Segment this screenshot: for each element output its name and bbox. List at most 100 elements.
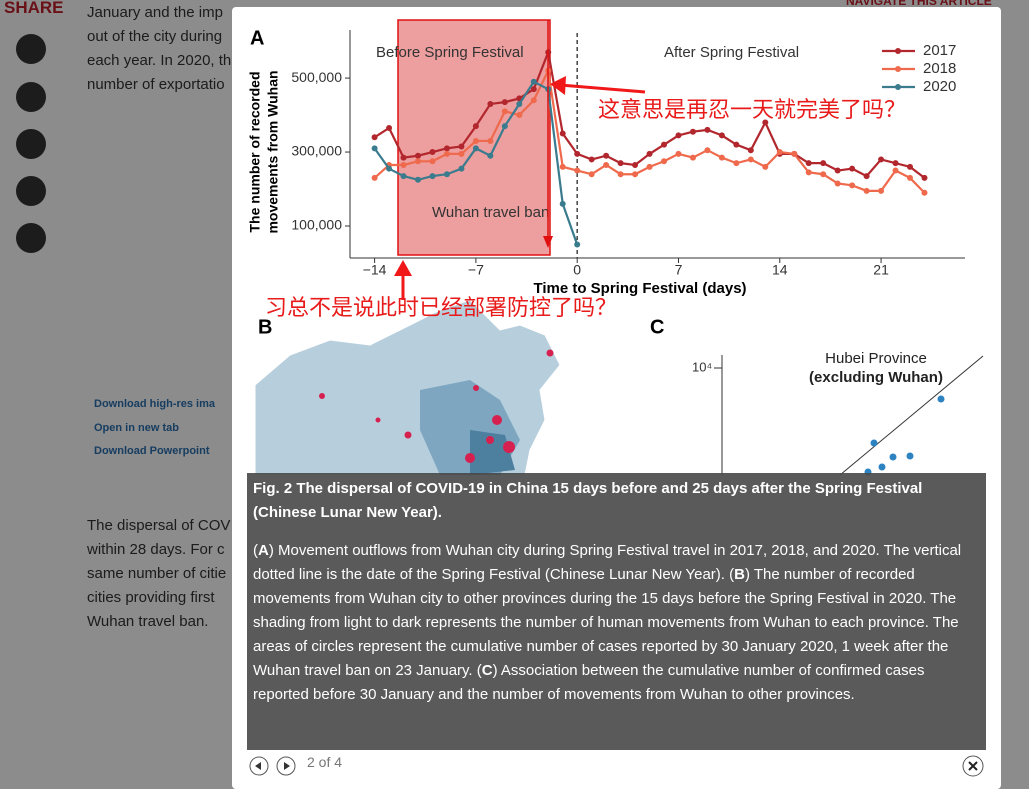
series-point <box>501 99 508 106</box>
link[interactable]: Download Powerpoint <box>94 445 210 457</box>
caption-text: ) Association between the cumulative num… <box>253 662 925 703</box>
series-point <box>530 78 537 85</box>
twitter-icon[interactable] <box>16 82 46 112</box>
travel-ban-shade <box>397 19 551 256</box>
series-point <box>776 149 783 156</box>
series-point <box>805 169 812 176</box>
series-point <box>878 187 885 194</box>
series-point <box>704 147 711 154</box>
text-line: Wuhan travel ban. <box>87 613 209 630</box>
reddit-icon[interactable] <box>16 176 46 206</box>
legend-label: 2020 <box>923 78 956 95</box>
series-point <box>661 141 668 148</box>
y-tick-label: 100,000 <box>291 217 342 233</box>
caption-title: Fig. 2 The dispersal of COVID-19 in Chin… <box>253 480 923 521</box>
y-tick-label: 500,000 <box>291 69 342 85</box>
y-axis-title-line: movements from Wuhan <box>265 70 281 233</box>
facebook-icon[interactable] <box>16 34 46 64</box>
series-point <box>472 145 479 152</box>
legend-marker <box>895 84 901 90</box>
series-point <box>921 174 928 181</box>
series-point <box>472 123 479 130</box>
legend-label: 2017 <box>923 42 956 59</box>
series-point <box>443 145 450 152</box>
annotation: 这意思是再忍一天就完美了吗？ <box>598 97 906 122</box>
series-point <box>675 150 682 157</box>
caption-text: C <box>481 662 493 679</box>
series-point <box>863 173 870 180</box>
region-label: Before Spring Festival <box>376 44 524 61</box>
series-point <box>718 154 725 161</box>
share-icons <box>16 34 46 253</box>
series-point <box>574 241 581 248</box>
series-point <box>892 160 899 167</box>
map-region <box>470 430 515 475</box>
email-icon[interactable] <box>16 223 46 253</box>
figure-links: Download high-res ima Open in new tab Do… <box>94 398 215 469</box>
series-point <box>834 167 841 174</box>
series-point <box>487 100 494 107</box>
text-line: The dispersal of COV <box>87 517 231 534</box>
series-point <box>371 145 378 152</box>
series-point <box>617 171 624 178</box>
series-point <box>646 163 653 170</box>
panel-label: A <box>250 27 264 49</box>
x-tick-label: −14 <box>363 262 387 278</box>
series-point <box>820 171 827 178</box>
prev-arrow <box>255 762 261 770</box>
x-tick-label: 21 <box>873 262 889 278</box>
arrowhead <box>550 76 566 95</box>
series-point <box>574 150 581 157</box>
series-point <box>458 150 465 157</box>
navigate-heading: NAVIGATE THIS ARTICLE <box>846 0 992 8</box>
text-line: cities providing first <box>87 589 215 606</box>
series-point <box>675 132 682 139</box>
series-point <box>559 130 566 137</box>
series-point <box>646 150 653 157</box>
series-point <box>472 137 479 144</box>
slide-counter: 2 of 4 <box>307 754 343 770</box>
series-point <box>907 174 914 181</box>
series-point <box>747 156 754 163</box>
series-point <box>747 147 754 154</box>
link[interactable]: Open in new tab <box>94 421 179 434</box>
legend-marker <box>895 66 901 72</box>
series-point <box>704 126 711 133</box>
caption-text: ) Movement outflows from Wuhan city duri… <box>253 542 962 583</box>
series-point <box>415 176 422 183</box>
series-point <box>386 125 393 132</box>
series-point <box>921 189 928 196</box>
series-point <box>415 158 422 165</box>
c-fit-line <box>839 355 984 476</box>
series-point <box>371 174 378 181</box>
text-line: each year. In 2020, th <box>87 52 232 69</box>
series-point <box>386 165 393 172</box>
series-point <box>487 152 494 159</box>
series-point <box>632 161 639 168</box>
series-point <box>501 108 508 115</box>
caption-text: A <box>258 542 269 559</box>
c-title: Hubei Province <box>825 350 927 367</box>
series-point <box>733 160 740 167</box>
c-tick-label: 10⁴ <box>692 359 712 374</box>
text-line: out of the city during <box>87 28 223 45</box>
x-tick-label: 7 <box>675 262 683 278</box>
linkedin-icon[interactable] <box>16 129 46 159</box>
series-point <box>400 154 407 161</box>
series-point <box>878 156 885 163</box>
series-point <box>516 100 523 107</box>
series-point <box>603 152 610 159</box>
series-point <box>501 123 508 130</box>
series-point <box>588 156 595 163</box>
c-title: (excluding Wuhan) <box>809 369 943 386</box>
series-point <box>718 132 725 139</box>
x-tick-label: 14 <box>772 262 788 278</box>
annotation-arrow <box>559 83 646 94</box>
annotation: 习总不是说此时已经部署防控了吗？ <box>265 295 617 320</box>
link[interactable]: Download high-res ima <box>94 398 216 410</box>
caption-body: (A) Movement outflows from Wuhan city du… <box>253 539 980 707</box>
series-point <box>820 160 827 167</box>
ban-label: Wuhan travel ban <box>432 204 549 221</box>
close-icon <box>968 761 978 771</box>
